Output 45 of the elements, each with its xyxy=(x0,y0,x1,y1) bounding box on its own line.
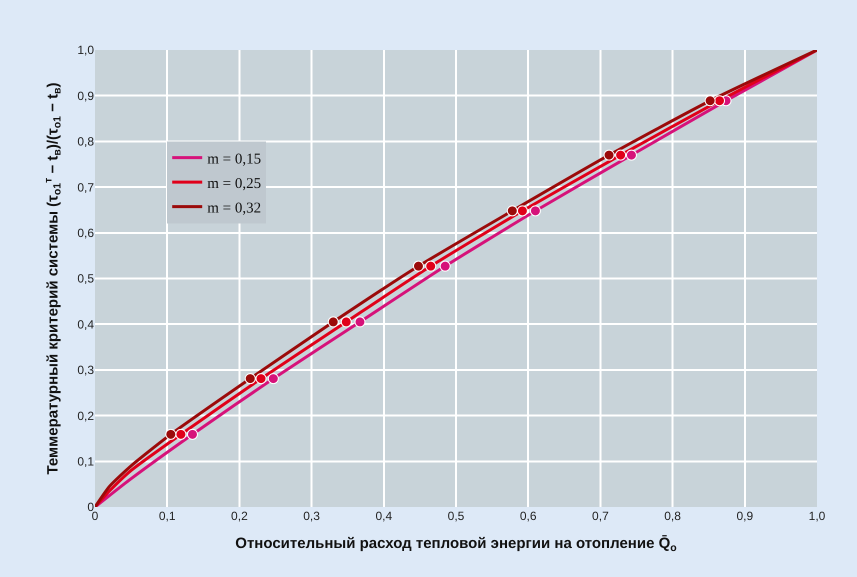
x-tick-label: 0,5 xyxy=(448,509,465,523)
point xyxy=(340,316,352,328)
x-tick-label: 0,6 xyxy=(520,509,537,523)
point xyxy=(354,316,366,328)
point xyxy=(412,260,424,272)
point xyxy=(244,373,256,384)
y-tick-label: 0,1 xyxy=(77,454,94,468)
point xyxy=(425,260,436,272)
y-tick-label: 0,8 xyxy=(77,134,94,149)
point xyxy=(604,150,615,161)
line-series xyxy=(95,50,817,507)
x-axis-title: Относительный расход тепловой энергии на отопление Q̄$_{o}$ xyxy=(235,535,677,554)
point xyxy=(175,428,186,440)
y-tick-label: 0,9 xyxy=(77,88,94,103)
y-tick-label: 1,0 xyxy=(77,43,94,58)
point xyxy=(268,373,279,384)
x-tick-label: 0,8 xyxy=(664,509,682,523)
y-tick-label: 0,2 xyxy=(77,408,94,423)
point xyxy=(626,150,637,161)
y-tick-label: 0,7 xyxy=(77,180,94,194)
x-tick-label: 0,2 xyxy=(231,509,248,523)
point xyxy=(256,373,267,384)
point xyxy=(615,150,626,161)
point xyxy=(440,260,451,272)
point xyxy=(506,205,518,216)
y-tick-label: 0,6 xyxy=(77,226,94,240)
legend-label: m = 0,25 xyxy=(207,176,262,192)
y-tick-label: 0,3 xyxy=(77,363,94,378)
point xyxy=(328,316,339,328)
legend-label: m = 0,15 xyxy=(207,152,262,168)
x-tick-label: 0,1 xyxy=(158,509,176,523)
x-tick-label: 0,4 xyxy=(375,509,392,523)
legend-label: m = 0,32 xyxy=(207,200,262,216)
point xyxy=(704,95,716,106)
y-tick-label: 0,4 xyxy=(77,317,94,332)
x-tick-label: 0,7 xyxy=(592,509,610,523)
y-tick-label: 0,5 xyxy=(77,272,94,286)
x-tick-label: 0,3 xyxy=(303,509,320,523)
x-tick-label: 1,0 xyxy=(808,509,826,523)
point xyxy=(714,95,726,106)
point xyxy=(530,205,541,216)
point xyxy=(165,428,176,440)
x-tick-label: 0,9 xyxy=(736,509,754,523)
point xyxy=(186,428,198,440)
point xyxy=(516,205,528,216)
